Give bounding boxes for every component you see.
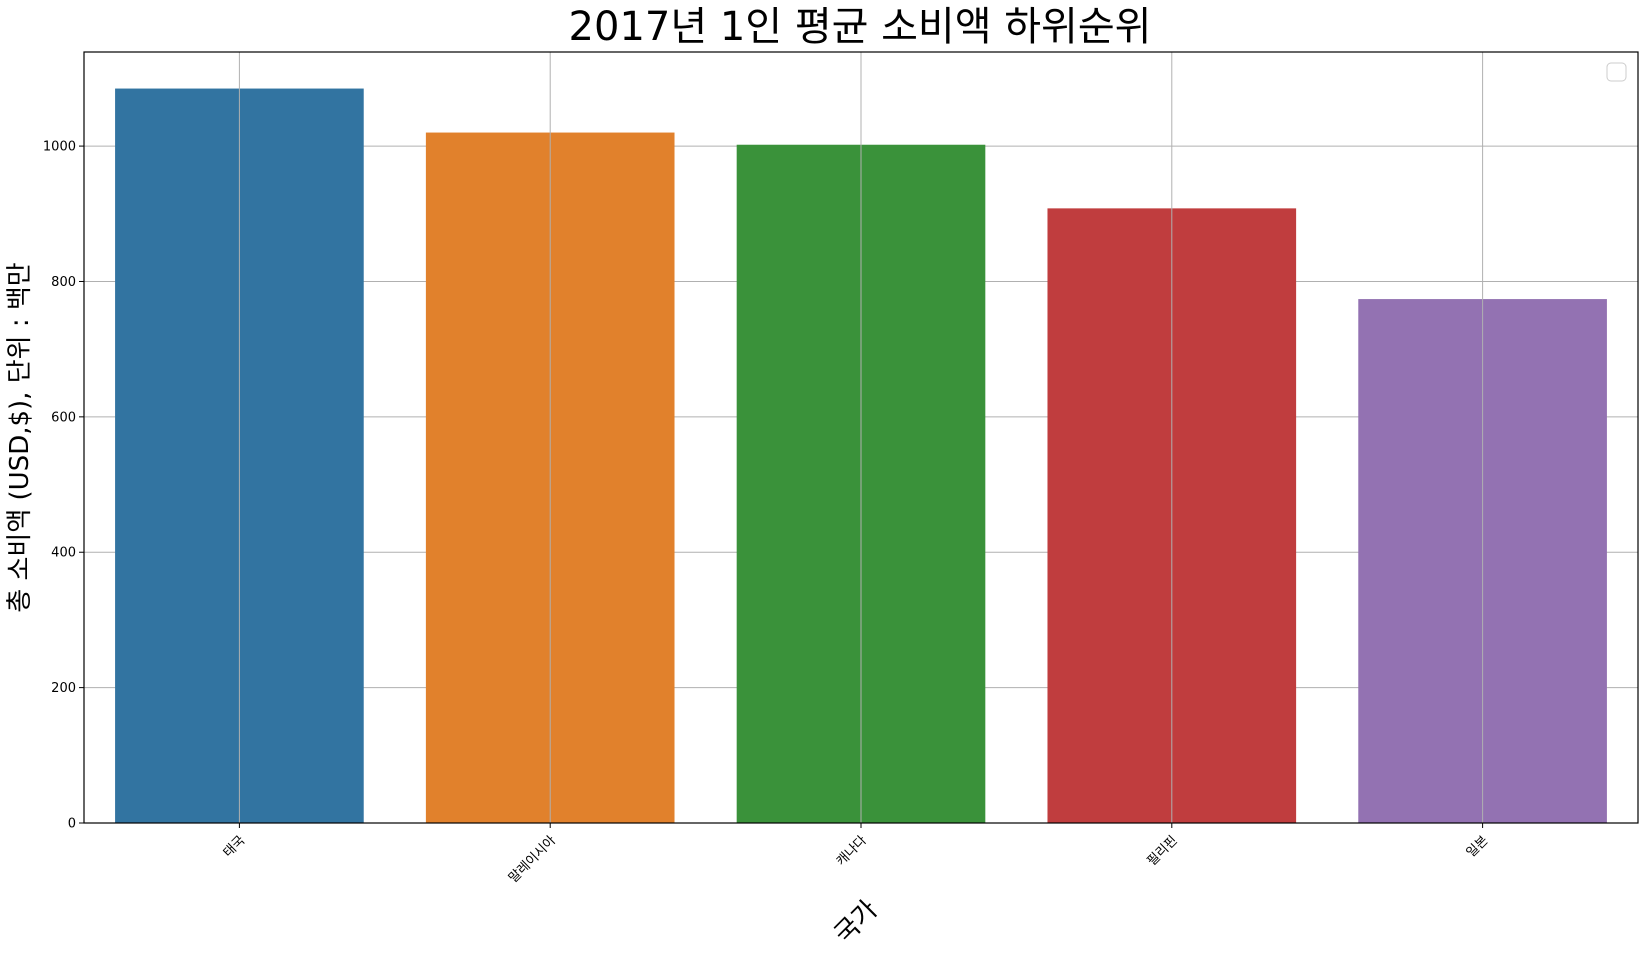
y-tick-label: 800 — [51, 275, 76, 290]
y-axis-ticks: 0 200 400 600 800 1000 — [43, 140, 84, 832]
y-tick-label: 1000 — [43, 140, 76, 155]
chart-title: 2017년 1인 평균 소비액 하위순위 — [569, 4, 1152, 50]
y-tick-label: 400 — [51, 546, 76, 561]
y-tick-label: 200 — [51, 681, 76, 696]
y-tick-label: 600 — [51, 410, 76, 425]
bars — [115, 52, 1607, 824]
y-tick-label: 0 — [68, 817, 76, 832]
legend — [1606, 62, 1627, 82]
y-axis-label: 총 소비액 (USD,$), 단위 : 백만 — [5, 262, 35, 612]
